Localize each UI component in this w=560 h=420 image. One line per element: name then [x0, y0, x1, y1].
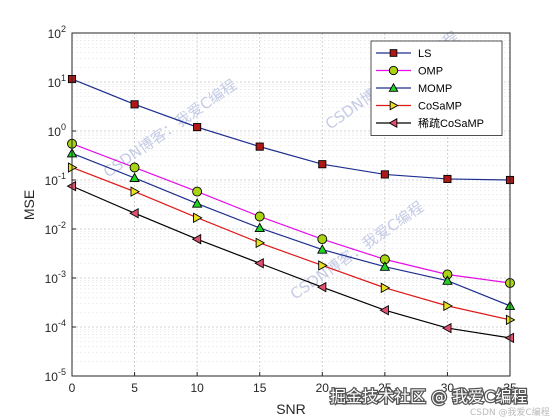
legend-label: OMP: [418, 66, 443, 78]
y-tick-label: 10-3: [45, 269, 66, 286]
data-point-marker: [389, 49, 398, 57]
y-axis-label: MSE: [21, 190, 37, 220]
series-line: [71, 166, 511, 321]
x-tick-label: 30: [441, 381, 455, 395]
footer-watermark-text: 掘金技术社区 @ 我爱C编程: [330, 387, 527, 406]
y-tick-label: 100: [48, 122, 66, 139]
y-axis-ticks: 10-5 10-4 10-3 10-2 10-1 100 101 102: [45, 24, 76, 384]
data-point-marker: [318, 160, 327, 169]
data-point-marker: [129, 172, 140, 183]
data-point-marker: [255, 142, 264, 151]
x-axis-ticks: 0 5 10 15 20 25 30 35: [69, 372, 517, 395]
y-tick-label: 10-5: [45, 367, 66, 384]
footer-csdn-text: CSDN @我爱C编程: [470, 406, 550, 418]
legend-label: CoSaMP: [418, 101, 462, 113]
data-point-marker: [388, 82, 399, 92]
data-point-marker: [380, 282, 391, 294]
series-lines: [71, 78, 511, 339]
data-point-marker: [130, 186, 140, 197]
data-point-marker: [254, 257, 264, 269]
data-point-marker: [443, 174, 452, 184]
x-axis-label: SNR: [276, 401, 306, 417]
data-point-marker: [379, 304, 389, 316]
data-point-marker: [193, 123, 202, 132]
data-point-marker: [317, 244, 328, 254]
data-point-marker: [388, 65, 399, 76]
legend-label: MOMP: [418, 83, 452, 95]
data-point-marker: [380, 170, 389, 179]
data-point-marker: [255, 237, 266, 249]
x-tick-label: 15: [253, 381, 267, 395]
data-point-marker: [379, 261, 391, 271]
x-tick-label: 5: [131, 381, 138, 395]
data-point-marker: [389, 100, 399, 111]
series-line: [71, 143, 511, 284]
legend: LS OMP MOMP CoSaMP 稀疏CoSaMP: [370, 40, 503, 136]
data-point-marker: [191, 198, 203, 208]
x-tick-label: 35: [503, 381, 517, 395]
x-tick-label: 25: [378, 381, 392, 395]
data-point-marker: [318, 260, 328, 271]
footer-watermark: 掘金技术社区 @ 我爱C编程 CSDN @我爱C编程: [329, 386, 550, 418]
y-tick-label: 10-4: [45, 318, 66, 335]
y-tick-label: 101: [48, 73, 66, 90]
data-point-marker: [442, 275, 453, 285]
y-tick-label: 102: [48, 24, 66, 41]
data-point-marker: [129, 207, 139, 219]
x-tick-label: 20: [316, 381, 330, 395]
data-point-marker: [254, 222, 265, 233]
series-line: [71, 185, 511, 339]
legend-label: 稀疏CoSaMP: [418, 116, 484, 130]
legend-label: LS: [418, 48, 431, 60]
data-point-marker: [443, 300, 453, 312]
plot-frame: [71, 32, 511, 377]
x-tick-label: 0: [69, 381, 76, 395]
data-point-marker: [442, 322, 452, 334]
data-point-marker: [193, 212, 203, 223]
data-point-marker: [129, 162, 140, 173]
y-tick-label: 10-1: [45, 171, 66, 188]
data-point-marker: [316, 281, 327, 293]
data-point-marker: [192, 186, 203, 197]
series-line: [71, 78, 511, 181]
data-point-marker: [317, 234, 328, 245]
data-point-marker: [130, 100, 139, 109]
y-tick-label: 10-2: [45, 220, 66, 237]
data-point-marker: [254, 211, 265, 222]
data-point-marker: [191, 233, 202, 245]
data-point-marker: [388, 118, 398, 128]
x-tick-label: 10: [190, 381, 204, 395]
series-line: [71, 152, 511, 307]
